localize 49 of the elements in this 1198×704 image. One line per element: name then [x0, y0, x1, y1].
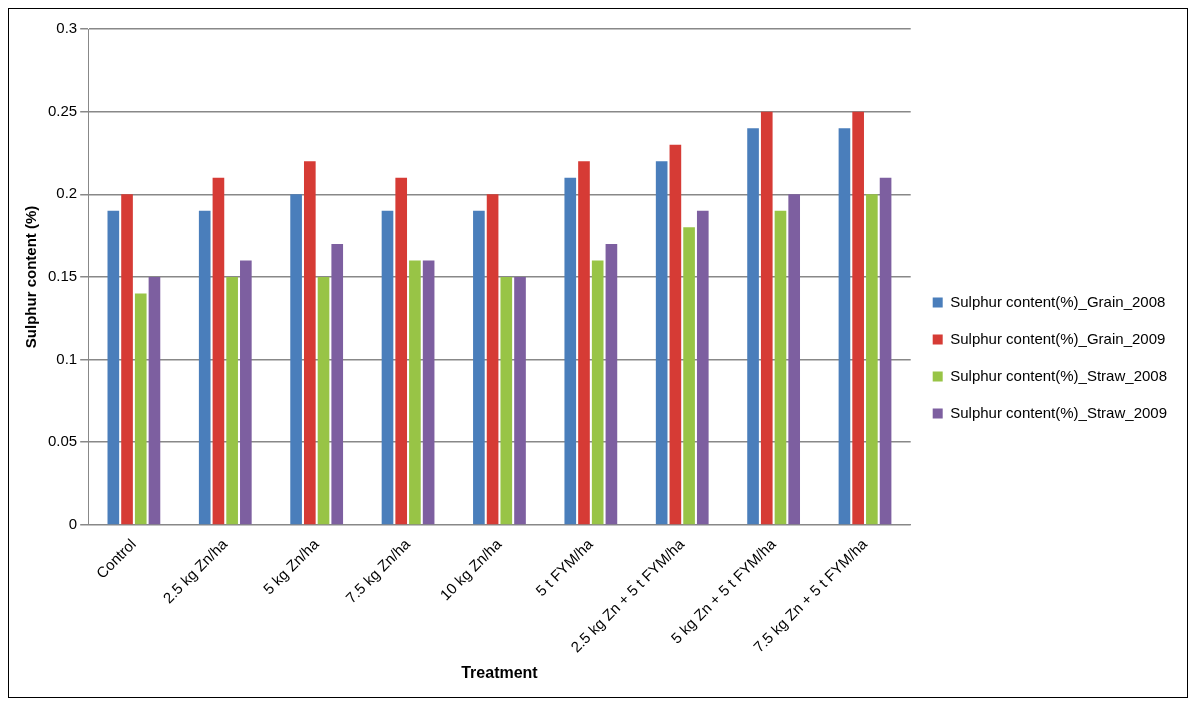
bar	[409, 260, 421, 525]
y-tick-label: 0.3	[56, 19, 78, 37]
bar	[591, 260, 604, 525]
bar	[381, 210, 394, 525]
bar	[696, 210, 709, 525]
bar	[486, 194, 499, 525]
bar	[134, 293, 147, 525]
bar	[866, 194, 878, 525]
bar	[852, 111, 864, 525]
bar	[655, 161, 668, 525]
bar	[290, 194, 302, 525]
bar	[121, 194, 133, 525]
bar	[564, 177, 577, 525]
y-tick-label: 0.05	[47, 432, 78, 450]
bar	[198, 210, 211, 525]
bar	[760, 111, 773, 525]
legend-label: Sulphur content(%)_Straw_2009	[950, 403, 1167, 421]
bar	[107, 210, 120, 525]
x-axis-title: Treatment	[461, 663, 539, 681]
bar	[500, 276, 513, 525]
bar	[422, 260, 435, 525]
bar	[879, 177, 892, 525]
bar	[226, 276, 238, 525]
bar	[395, 177, 408, 525]
bar	[303, 161, 316, 525]
bar	[317, 276, 330, 525]
legend-label: Sulphur content(%)_Straw_2008	[950, 366, 1167, 384]
bar	[683, 227, 695, 525]
bar	[578, 161, 590, 525]
bar	[331, 243, 344, 525]
bar	[240, 260, 252, 525]
y-tick-label: 0	[68, 515, 78, 533]
bar	[747, 128, 759, 525]
legend-label: Sulphur content(%)_Grain_2009	[950, 329, 1166, 347]
y-tick-label: 0.25	[47, 101, 78, 119]
y-tick-label: 0.1	[56, 349, 78, 367]
y-axis-title: Sulphur content (%)	[22, 205, 40, 349]
y-tick-label: 0.2	[56, 184, 78, 202]
bar	[212, 177, 225, 525]
bar	[605, 243, 618, 525]
bar	[148, 276, 161, 525]
y-tick-label: 0.15	[47, 267, 78, 285]
bar	[514, 276, 526, 525]
bar	[774, 210, 787, 525]
bar	[788, 194, 801, 525]
bar	[473, 210, 485, 525]
bar	[669, 144, 682, 525]
bar	[838, 128, 851, 525]
legend-label: Sulphur content(%)_Grain_2008	[950, 292, 1166, 310]
